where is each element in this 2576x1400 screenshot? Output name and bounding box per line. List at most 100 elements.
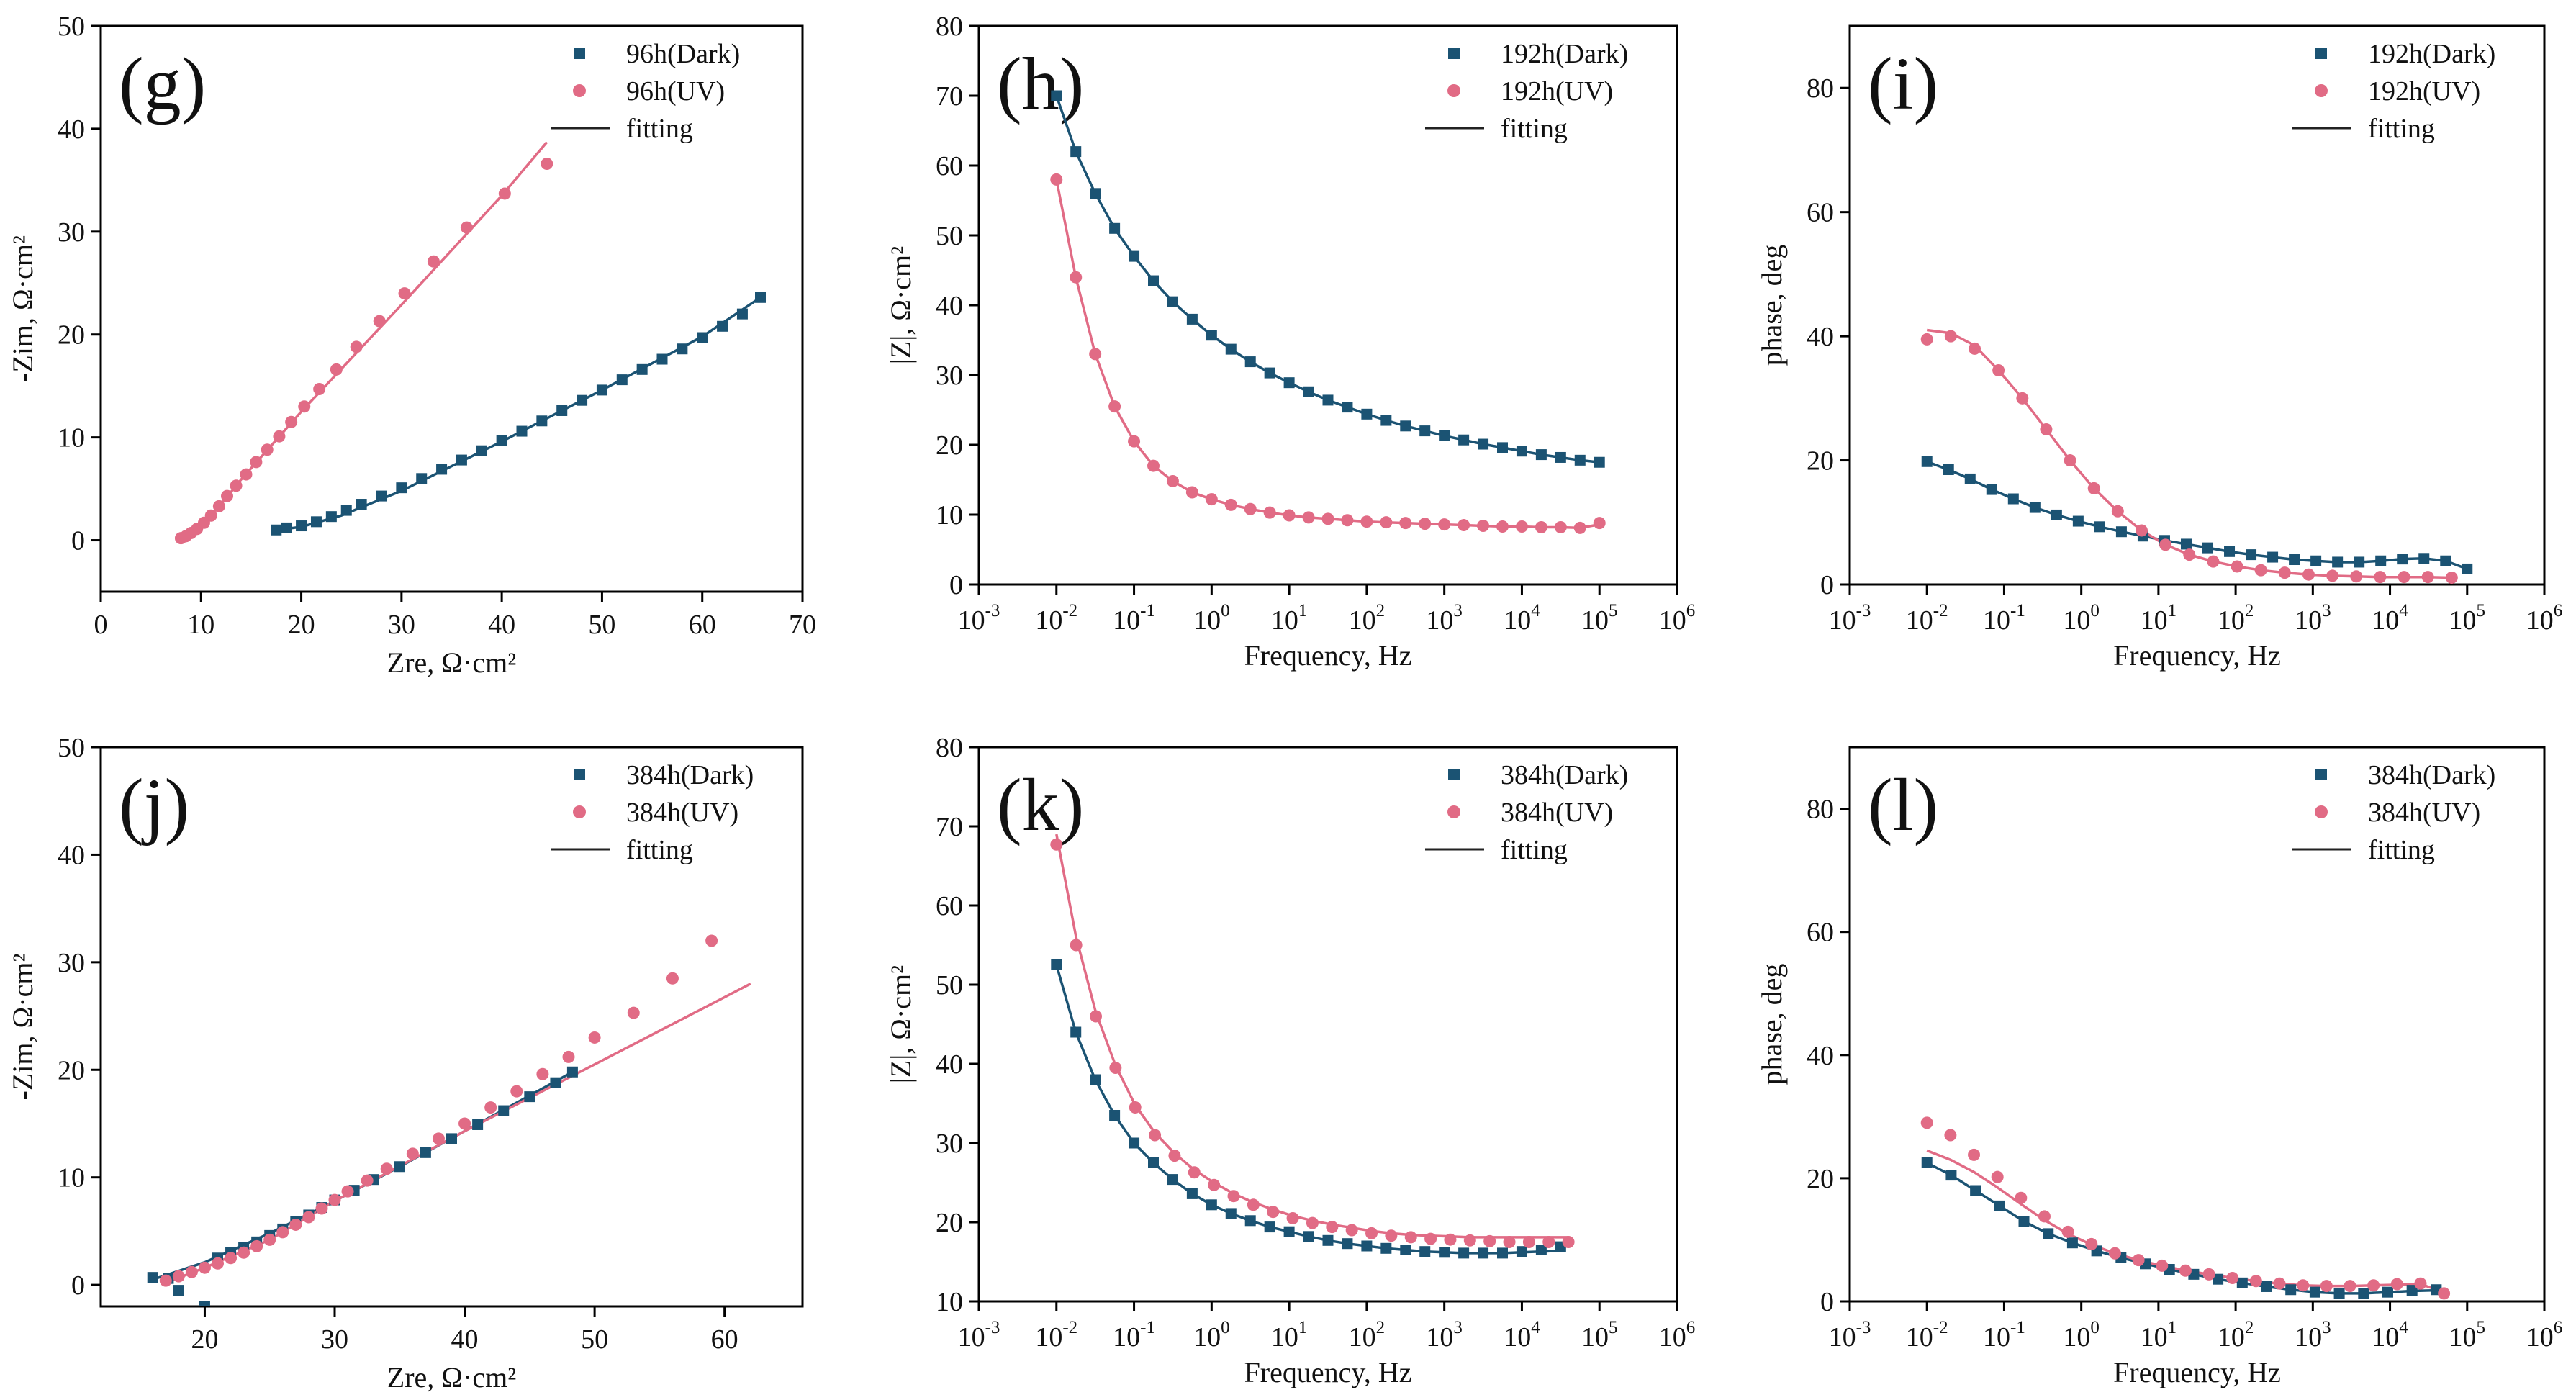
y-tick-label: 50	[936, 970, 963, 1001]
data-point-uv	[1089, 1010, 1102, 1023]
data-point-uv	[666, 972, 679, 985]
data-point-uv	[458, 1117, 471, 1130]
data-point-uv	[230, 479, 243, 492]
data-point-uv	[2326, 569, 2339, 582]
data-point-uv	[221, 489, 233, 502]
legend-label: 384h(Dark)	[2368, 760, 2495, 790]
data-point-dark	[1964, 473, 1976, 484]
data-point-uv	[1419, 518, 1432, 530]
data-point-dark	[1342, 1238, 1353, 1250]
legend-label: 384h(Dark)	[1501, 760, 1628, 790]
data-point-dark	[636, 363, 648, 375]
legend-swatch-dark	[2315, 48, 2327, 59]
data-point-uv	[263, 1233, 276, 1246]
data-point-uv	[2135, 524, 2148, 537]
data-point-dark	[476, 445, 487, 456]
y-tick-label: 10	[936, 500, 963, 530]
y-tick-label: 70	[936, 812, 963, 842]
x-tick-label: 105	[1581, 1318, 1618, 1352]
data-point-dark	[1303, 1231, 1314, 1242]
data-point-dark	[2310, 555, 2322, 566]
data-point-uv	[1562, 1236, 1575, 1248]
x-axis-title: Zre, Ω·cm²	[387, 646, 516, 679]
x-tick-label: 100	[1193, 601, 1230, 636]
y-tick-label: 80	[1807, 795, 1834, 825]
data-point-uv	[1050, 173, 1063, 186]
data-point-dark	[456, 454, 467, 466]
data-point-dark	[2043, 1228, 2054, 1239]
data-point-dark	[271, 524, 282, 536]
data-point-dark	[2418, 553, 2430, 564]
y-tick-label: 0	[71, 1270, 85, 1301]
x-tick-label: 20	[288, 610, 315, 640]
data-point-uv	[2231, 560, 2243, 573]
legend-swatch-uv	[2315, 805, 2328, 818]
data-point-uv	[172, 1270, 185, 1283]
data-point-dark	[1419, 425, 1431, 437]
data-point-dark	[566, 1066, 578, 1078]
data-point-uv	[1385, 1229, 1398, 1242]
x-tick-label: 50	[581, 1324, 608, 1355]
panel-label: (g)	[119, 42, 206, 125]
legend: 96h(Dark) 96h(UV) fitting	[551, 39, 740, 144]
x-tick-label: 50	[588, 610, 615, 640]
data-point-dark	[1516, 1246, 1527, 1257]
data-point-dark	[2180, 538, 2192, 550]
data-layer	[1050, 834, 1575, 1259]
data-point-uv	[536, 1067, 549, 1080]
data-point-dark	[516, 425, 528, 437]
y-axis-title: phase, deg	[1755, 245, 1788, 366]
data-point-dark	[1167, 296, 1178, 307]
chart-panel-h: (h) 10-3 10-2 10-1 100 101 102 103 104 105 106 0 10 2…	[885, 12, 1695, 672]
data-point-dark	[1303, 386, 1314, 397]
x-axis-title: Frequency, Hz	[2113, 639, 2281, 672]
data-point-uv	[361, 1174, 374, 1187]
x-tick-label: 101	[1271, 1318, 1308, 1352]
data-point-dark	[1322, 394, 1334, 406]
x-tick-label: 105	[2449, 601, 2486, 636]
data-point-dark	[2202, 542, 2214, 554]
legend-label: fitting	[1501, 835, 1568, 865]
y-tick-label: 10	[58, 423, 85, 453]
y-tick-label: 30	[936, 361, 963, 391]
plot-frame	[1848, 24, 2546, 586]
data-point-uv	[2390, 1278, 2403, 1291]
x-tick-label: 10-1	[1983, 601, 2025, 636]
x-tick-label: 10-2	[1035, 1318, 1077, 1352]
y-tick-label: 20	[1807, 446, 1834, 477]
data-point-dark	[2066, 1237, 2078, 1249]
data-point-dark	[1070, 146, 1082, 158]
data-point-uv	[1168, 1150, 1181, 1162]
legend-label: fitting	[2368, 835, 2435, 865]
data-point-dark	[1594, 456, 1605, 468]
x-tick-label: 103	[1426, 1318, 1463, 1352]
data-point-uv	[276, 1226, 289, 1239]
y-tick-label: 50	[58, 733, 85, 763]
x-tick-label: 101	[2141, 1318, 2177, 1352]
panel-label: (l)	[1868, 764, 1938, 846]
data-point-dark	[2261, 1281, 2272, 1292]
y-tick-label: 40	[936, 291, 963, 321]
data-point-uv	[562, 1050, 575, 1063]
data-point-dark	[2115, 526, 2127, 538]
data-point-dark	[1225, 343, 1237, 355]
data-point-uv	[2278, 566, 2291, 579]
data-point-dark	[1129, 1137, 1140, 1149]
panel-label: (k)	[997, 764, 1084, 846]
y-tick-label: 60	[1807, 918, 1834, 948]
data-point-uv	[330, 363, 343, 376]
legend-swatch-dark	[1448, 769, 1460, 780]
x-tick-label: 104	[1504, 1318, 1540, 1352]
y-axis-title: phase, deg	[1755, 964, 1788, 1085]
data-point-uv	[1920, 1116, 1933, 1129]
data-point-uv	[2273, 1277, 2286, 1290]
data-point-dark	[577, 394, 588, 406]
data-point-uv	[1224, 498, 1237, 511]
data-point-dark	[2333, 1288, 2345, 1299]
data-point-dark	[524, 1091, 535, 1103]
data-point-dark	[1129, 250, 1140, 262]
data-point-dark	[2375, 555, 2387, 566]
data-point-dark	[1970, 1185, 1981, 1196]
data-point-dark	[677, 343, 688, 355]
